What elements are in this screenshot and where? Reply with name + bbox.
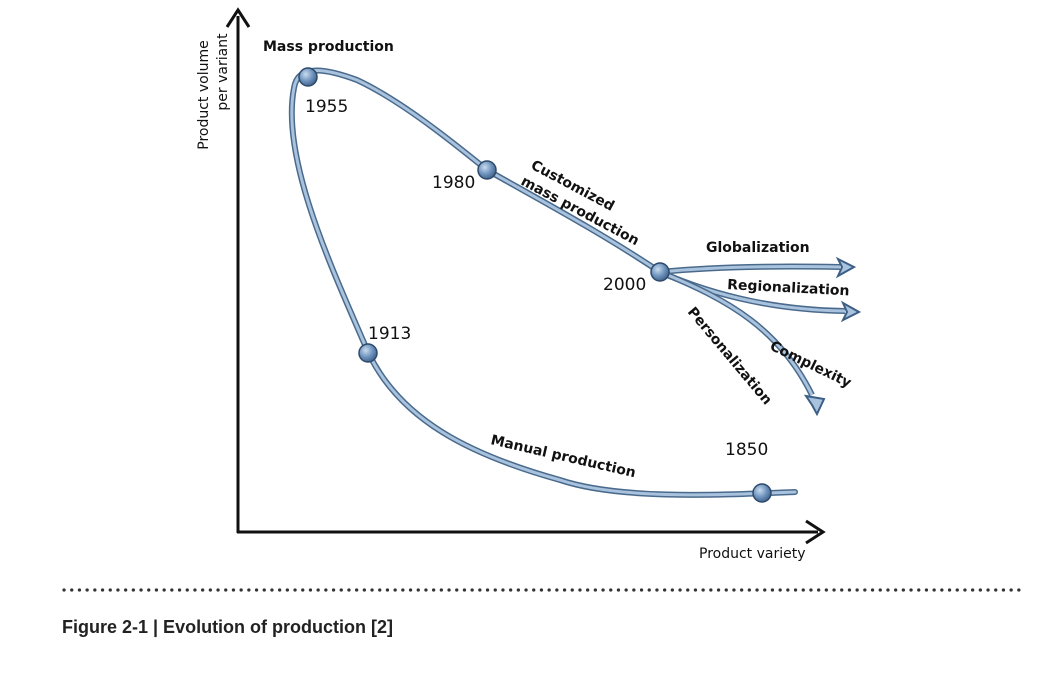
year-1980-label: 1980 <box>432 173 475 193</box>
personalization-label: Personalization <box>684 304 775 408</box>
dotted-divider <box>62 588 1024 592</box>
year-1913-label: 1913 <box>368 324 411 344</box>
mass-production-label: Mass production <box>263 39 394 55</box>
globalization-arrowhead <box>835 256 857 279</box>
production-evolution-diagram: Product volume per variant Product varie… <box>196 7 862 562</box>
regionalization-arrowhead <box>840 300 862 323</box>
figure-caption: Figure 2-1 | Evolution of production [2] <box>62 617 394 637</box>
year-2000-label: 2000 <box>603 275 646 295</box>
evolution-curve <box>288 67 798 498</box>
complexity-label: Complexity <box>767 338 854 391</box>
complexity-arrowhead <box>803 394 826 417</box>
regionalization-label: Regionalization <box>727 277 850 299</box>
node-2000 <box>650 262 670 282</box>
x-axis-label: Product variety <box>699 546 806 562</box>
node-1913 <box>358 343 378 363</box>
x-axis <box>237 519 826 545</box>
complexity-branch <box>658 269 826 417</box>
y-axis <box>225 7 251 533</box>
node-1980 <box>477 160 497 180</box>
y-axis-label-line2: per variant <box>215 33 231 111</box>
y-axis-label-line1: Product volume <box>196 40 212 149</box>
node-1955 <box>298 67 318 87</box>
node-1850 <box>752 483 772 503</box>
globalization-label: Globalization <box>706 240 810 256</box>
manual-production-label: Manual production <box>489 432 637 481</box>
year-1850-label: 1850 <box>725 440 768 460</box>
year-1955-label: 1955 <box>305 97 348 117</box>
globalization-branch <box>659 256 857 279</box>
